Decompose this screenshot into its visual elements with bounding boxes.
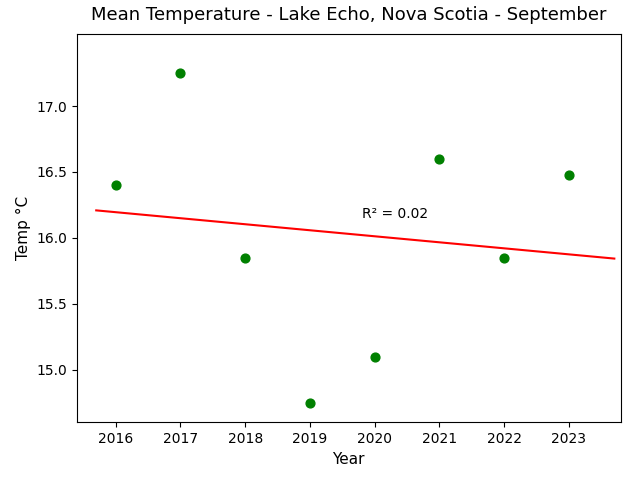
- Point: [435, 155, 445, 163]
- Point: [369, 353, 380, 360]
- Text: R² = 0.02: R² = 0.02: [362, 207, 428, 221]
- Point: [305, 399, 315, 407]
- Point: [240, 254, 250, 262]
- Point: [499, 254, 509, 262]
- Y-axis label: Temp °C: Temp °C: [15, 196, 31, 260]
- Point: [111, 181, 121, 189]
- X-axis label: Year: Year: [333, 452, 365, 467]
- Point: [564, 171, 574, 179]
- Title: Mean Temperature - Lake Echo, Nova Scotia - September: Mean Temperature - Lake Echo, Nova Scoti…: [91, 6, 607, 24]
- Point: [175, 69, 186, 77]
